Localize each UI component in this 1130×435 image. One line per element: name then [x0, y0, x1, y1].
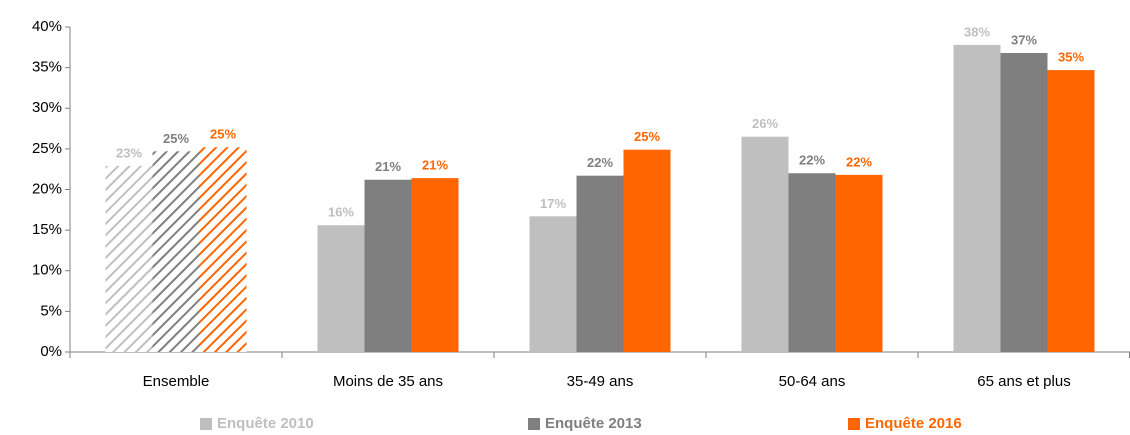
- x-tick-label: Moins de 35 ans: [333, 373, 443, 390]
- bar: [105, 165, 153, 352]
- bar: [576, 175, 624, 352]
- value-label: 25%: [163, 131, 189, 146]
- y-tick-label: 25%: [32, 140, 62, 157]
- value-label: 16%: [328, 205, 354, 220]
- value-label: 38%: [964, 24, 990, 39]
- value-label: 35%: [1058, 50, 1084, 65]
- bar: [623, 149, 671, 352]
- y-tick-label: 35%: [32, 59, 62, 76]
- bar: [1000, 53, 1048, 352]
- value-label: 25%: [634, 129, 660, 144]
- legend-label: Enquête 2016: [865, 415, 962, 432]
- x-tick-label: 65 ans et plus: [977, 373, 1070, 390]
- bar: [152, 151, 200, 352]
- value-label: 21%: [422, 158, 448, 173]
- value-label: 21%: [375, 159, 401, 174]
- y-tick-label: 40%: [32, 18, 62, 35]
- y-tick-label: 0%: [40, 343, 62, 360]
- value-label: 22%: [799, 153, 825, 168]
- bar: [529, 216, 577, 352]
- bar: [835, 174, 883, 352]
- y-tick-label: 20%: [32, 180, 62, 197]
- y-tick-label: 30%: [32, 99, 62, 116]
- bar: [411, 178, 459, 352]
- value-label: 25%: [210, 127, 236, 142]
- legend-swatch: [200, 418, 212, 430]
- y-tick-label: 15%: [32, 221, 62, 238]
- bar: [741, 136, 789, 352]
- bar: [199, 147, 247, 352]
- legend-label: Enquête 2010: [217, 415, 314, 432]
- value-label: 23%: [116, 145, 142, 160]
- y-tick-label: 10%: [32, 262, 62, 279]
- y-tick-label: 5%: [40, 302, 62, 319]
- x-tick-label: Ensemble: [143, 373, 210, 390]
- legend-swatch: [848, 418, 860, 430]
- bar: [364, 179, 412, 352]
- legend-swatch: [528, 418, 540, 430]
- bar: [1047, 70, 1095, 352]
- value-label: 17%: [540, 196, 566, 211]
- value-label: 37%: [1011, 32, 1037, 47]
- bar: [788, 173, 836, 352]
- value-label: 26%: [752, 116, 778, 131]
- value-label: 22%: [846, 154, 872, 169]
- legend-label: Enquête 2013: [545, 415, 642, 432]
- bar: [317, 225, 365, 352]
- x-tick-label: 35-49 ans: [567, 373, 634, 390]
- x-tick-label: 50-64 ans: [779, 373, 846, 390]
- value-label: 22%: [587, 155, 613, 170]
- bar: [953, 44, 1001, 352]
